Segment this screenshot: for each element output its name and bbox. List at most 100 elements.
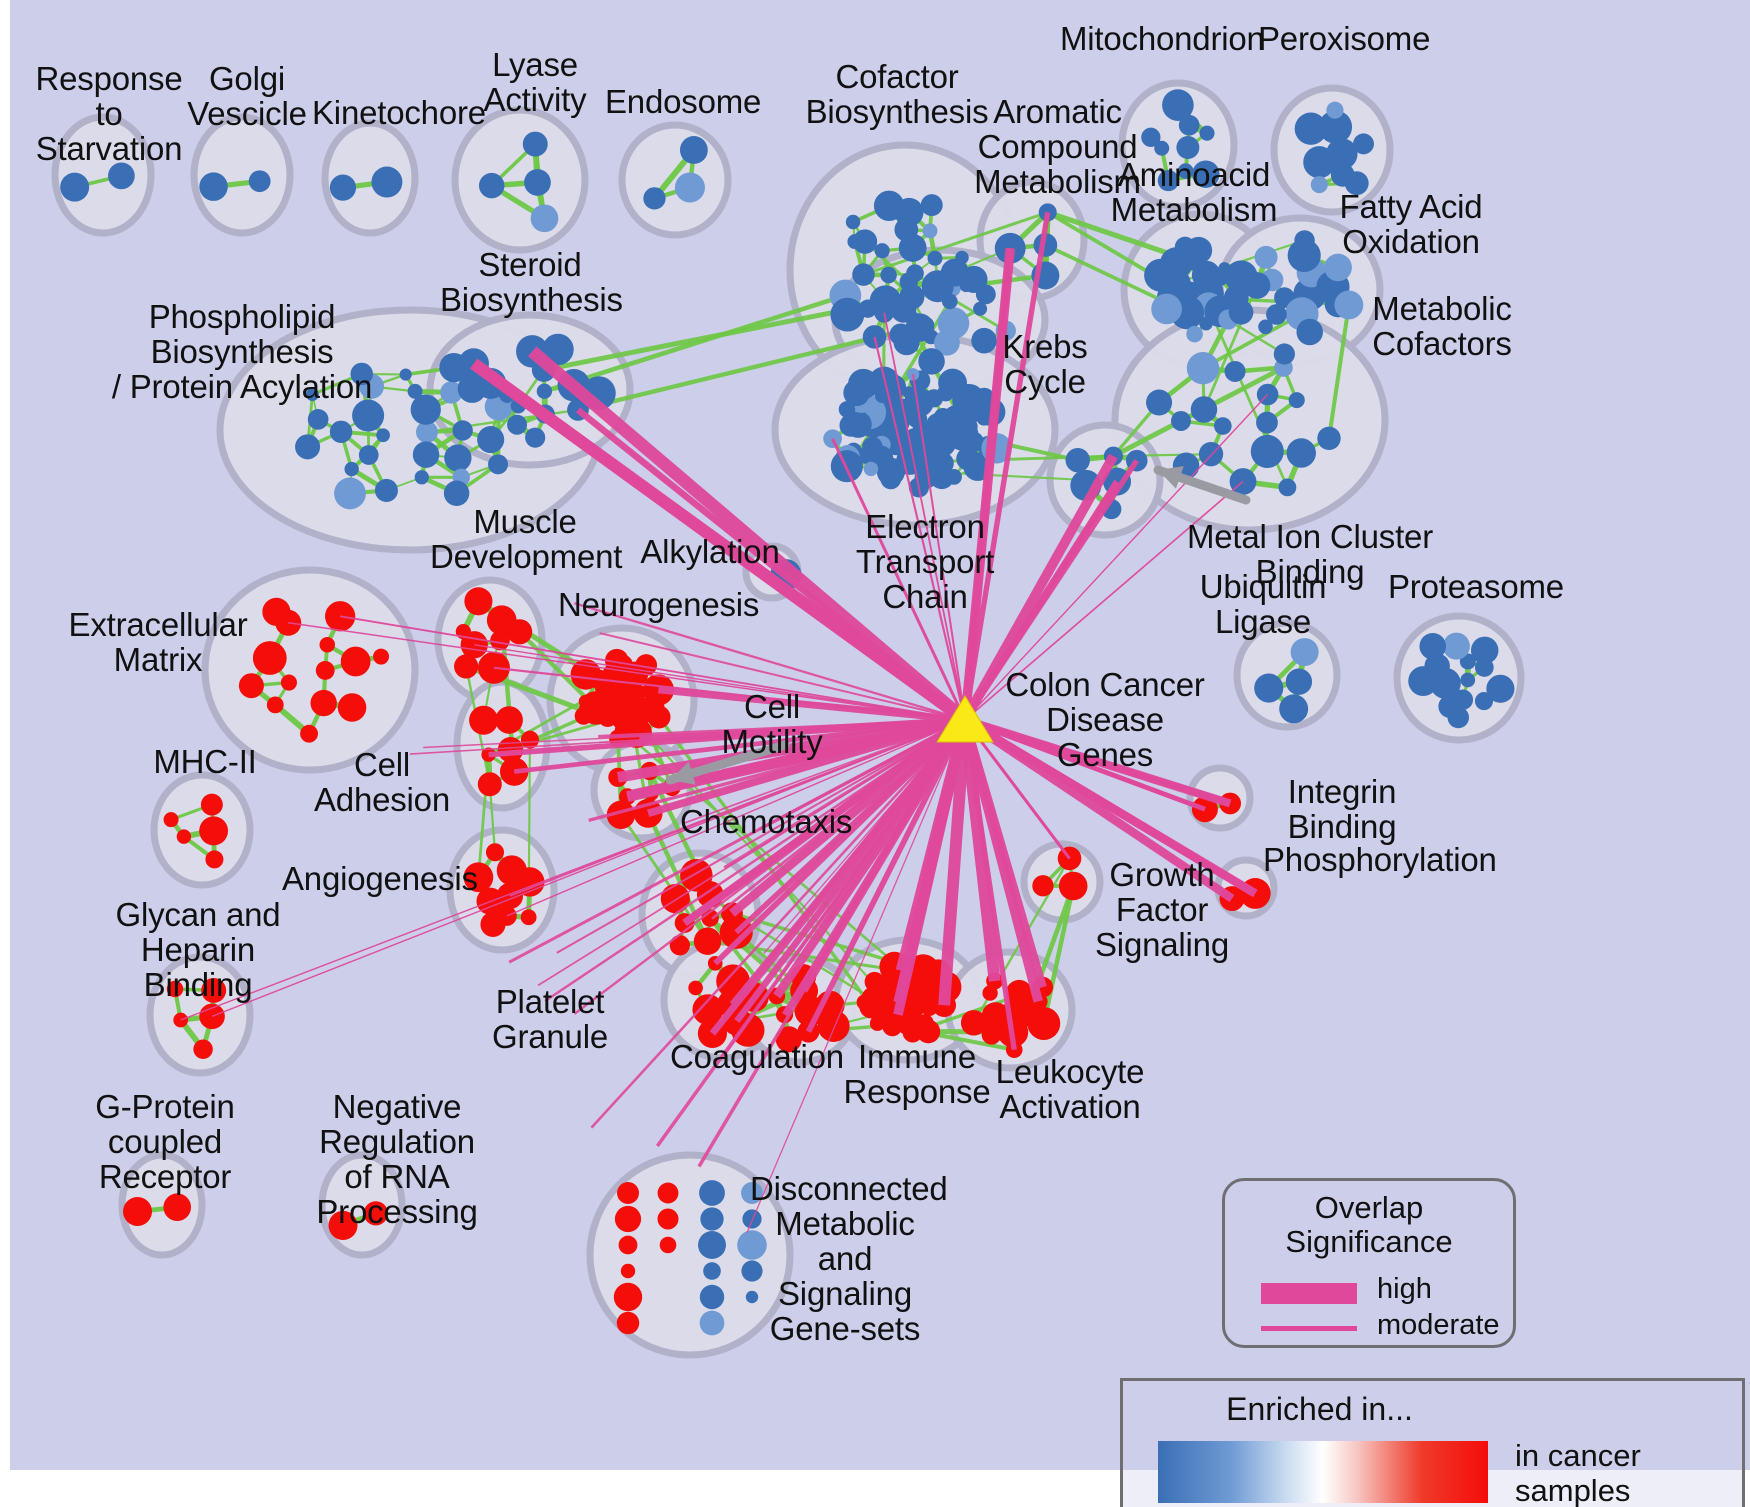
network-node	[1162, 89, 1194, 121]
hub-edge	[962, 479, 1120, 722]
network-node	[1186, 351, 1220, 385]
cluster-label-steroid-biosynthesis: Steroid Biosynthesis	[440, 246, 623, 318]
network-node	[166, 980, 184, 998]
cluster-label-ubiquitin-ligase: Ubiquitin Ligase	[1199, 568, 1327, 640]
network-node	[457, 374, 487, 403]
network-node	[463, 862, 494, 893]
network-node	[307, 409, 329, 430]
hub-edge	[180, 719, 966, 1021]
cluster-label-mhc-ii: MHC-II	[153, 743, 257, 780]
hub-edge-thin	[599, 719, 966, 744]
hub-edge-thin	[544, 718, 966, 1003]
arrow-to-metal-ion-cluster-binding	[1153, 465, 1251, 505]
network-node	[499, 757, 529, 786]
network-node	[890, 297, 917, 323]
cluster-label-mitochondrion: Mitochondrion	[1060, 20, 1265, 57]
overlap-moderate-label: moderate	[1377, 1309, 1500, 1341]
network-node	[934, 329, 960, 356]
network-node	[994, 232, 1026, 264]
hub-edge	[938, 719, 971, 1006]
network-node	[477, 651, 510, 684]
network-node	[700, 1207, 724, 1231]
cluster-label-coagulation: Coagulation	[670, 1038, 844, 1075]
cluster-hull-response-to-starvation	[51, 113, 155, 237]
overlap-significance-legend: Overlap Significance high moderate	[1222, 1178, 1516, 1348]
cluster-label-platelet-granule: Platelet Granule	[491, 983, 608, 1055]
network-node	[1144, 258, 1177, 292]
hub-label-colon-cancer-disease-genes: Colon Cancer Disease Genes	[1005, 666, 1205, 773]
cluster-label-cofactor-biosynthesis: Cofactor Biosynthesis	[805, 58, 989, 130]
network-node	[1334, 290, 1364, 320]
network-node	[300, 724, 318, 743]
network-node	[745, 1290, 759, 1304]
network-node	[410, 394, 441, 425]
network-node	[329, 174, 357, 201]
network-node	[163, 1193, 192, 1222]
network-node	[1273, 343, 1295, 365]
network-node	[1254, 245, 1278, 269]
network-node	[319, 636, 336, 653]
network-node	[201, 977, 227, 1003]
hub-edge	[961, 247, 1014, 721]
network-node	[344, 461, 359, 477]
network-node	[1442, 632, 1470, 660]
network-edge-inter	[542, 293, 848, 394]
network-node	[830, 297, 865, 332]
network-node	[60, 172, 90, 202]
network-node	[1032, 875, 1054, 897]
network-node	[358, 445, 379, 465]
network-node	[266, 696, 284, 714]
hub-edge-thin	[655, 718, 967, 1148]
network-node	[1408, 666, 1439, 697]
network-node	[679, 136, 708, 164]
cluster-label-cell-adhesion: Cell Adhesion	[313, 746, 450, 818]
network-node	[643, 187, 666, 210]
network-node	[838, 401, 856, 418]
network-node	[699, 1284, 725, 1310]
network-node	[839, 413, 863, 437]
cluster-label-cell-motility: Cell Motility	[721, 688, 823, 760]
cluster-label-muscle-development: Muscle Development	[430, 503, 623, 575]
hub-edge-thin	[588, 718, 966, 822]
hub-edge	[340, 615, 966, 721]
hub-edge	[895, 718, 971, 973]
hub-edge	[962, 211, 1051, 721]
network-node	[775, 1026, 802, 1053]
network-node	[163, 812, 179, 828]
enriched-legend-title: Enriched in...	[1226, 1391, 1413, 1427]
network-node	[1294, 112, 1328, 145]
hub-edge	[964, 719, 1071, 860]
network-node	[1177, 163, 1194, 179]
network-node	[199, 172, 228, 201]
network-node	[960, 1010, 987, 1036]
network-node	[193, 1039, 213, 1059]
hub-triangle-colon-cancer-disease-genes[interactable]	[936, 695, 994, 743]
hub-edge	[964, 480, 1244, 721]
network-node	[443, 480, 470, 506]
cluster-hull-g-protein-coupled-receptor	[118, 1151, 206, 1259]
network-node	[1186, 325, 1203, 343]
network-node	[657, 1208, 679, 1230]
hub-edge-thin	[574, 602, 966, 722]
network-node	[578, 694, 592, 708]
network-node	[1199, 316, 1213, 331]
network-node	[122, 1196, 152, 1226]
hub-edge-layer	[180, 211, 1269, 1233]
network-node	[1288, 392, 1305, 409]
network-node	[698, 1231, 726, 1259]
network-node	[176, 829, 192, 844]
network-node	[280, 674, 297, 691]
hub-edge	[288, 622, 966, 721]
cluster-hull-endosome	[618, 121, 732, 239]
network-node	[1470, 636, 1499, 665]
cluster-label-integrin-binding: Integrin Binding	[1287, 773, 1397, 845]
cluster-label-g-protein-coupled-receptor: G-Protein coupled Receptor	[95, 1088, 235, 1195]
hub-edge-thin	[590, 719, 966, 1129]
overlap-high-swatch	[1261, 1283, 1357, 1304]
network-node	[1038, 203, 1057, 222]
hub-edge	[785, 574, 966, 721]
network-node	[1213, 417, 1232, 435]
network-node	[893, 329, 920, 356]
network-node	[464, 587, 493, 616]
network-node	[1141, 127, 1161, 147]
